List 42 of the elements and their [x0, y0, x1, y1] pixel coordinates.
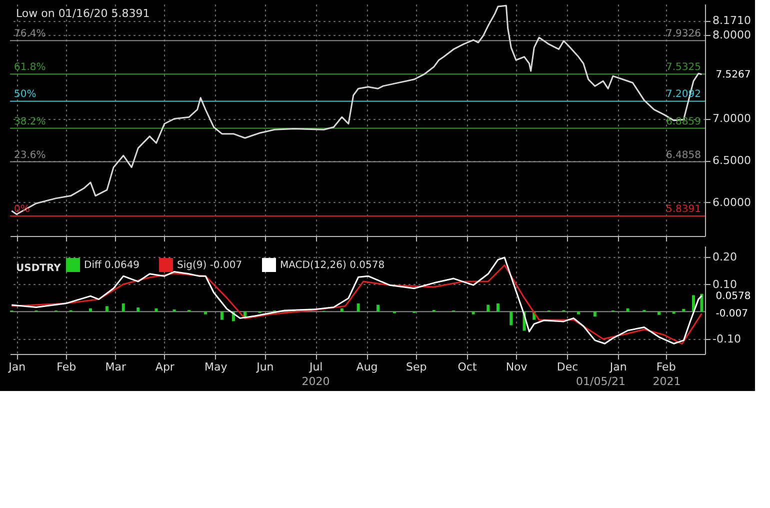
- y-tick-label: 7.0000: [712, 112, 751, 126]
- x-tick-label: Mar: [105, 360, 126, 374]
- x-tick-label: Jan: [608, 360, 627, 374]
- annotation: Low on 01/16/20 5.8391: [16, 7, 150, 20]
- y-tick-label: 6.5000: [712, 154, 751, 168]
- legend-title: USDTRY: [16, 263, 62, 274]
- ref-line-label: 6.4858: [666, 150, 701, 161]
- annotation: 23.6%: [14, 150, 46, 161]
- x-tick-label: Jul: [308, 360, 323, 374]
- x-tick-label: Jun: [256, 360, 274, 374]
- x-tick-label: Dec: [556, 360, 578, 374]
- ref-line-label: 7.5325: [666, 62, 701, 74]
- x-tick-label: Aug: [356, 360, 378, 374]
- annotation: 7.5267: [716, 69, 751, 80]
- ref-line-label: 5.8391: [666, 204, 701, 215]
- y-tick-label: -0.10: [712, 332, 741, 346]
- x-tick-label: Nov: [506, 360, 528, 374]
- y-tick-label: 0.20: [712, 250, 737, 264]
- legend-label: MACD(12,26) 0.0578: [280, 260, 385, 271]
- x-tick-label: Sep: [406, 360, 427, 374]
- x-tick-label: Apr: [155, 360, 175, 374]
- legend-label: Diff 0.0649: [84, 260, 140, 271]
- annotation: 76.4%: [14, 28, 46, 40]
- text: 01/05/21: [576, 375, 626, 388]
- text: 2021: [652, 375, 681, 388]
- annotation: 61.8%: [14, 62, 46, 74]
- annotation: 38.2%: [14, 116, 46, 128]
- y-tick-label: 0.10: [712, 278, 737, 291]
- y-tick-label: 8.0000: [712, 28, 751, 42]
- x-tick-label: Feb: [56, 360, 76, 374]
- x-tick-label: Feb: [656, 360, 676, 374]
- ref-line-label: 7.9326: [666, 28, 701, 40]
- annotation: 50%: [14, 89, 36, 100]
- x-tick-label: May: [204, 360, 228, 374]
- x-tick-label: Jan: [8, 360, 26, 374]
- annotation: 0.0578: [716, 290, 751, 302]
- legend-label: Sig(9) -0.007: [177, 260, 242, 271]
- x-tick-label: Oct: [458, 360, 478, 374]
- annotation: -0.007: [716, 308, 748, 320]
- y-tick-label: 8.1710: [712, 14, 751, 28]
- y-tick-label: 6.0000: [712, 196, 751, 209]
- text: 2020: [302, 375, 330, 388]
